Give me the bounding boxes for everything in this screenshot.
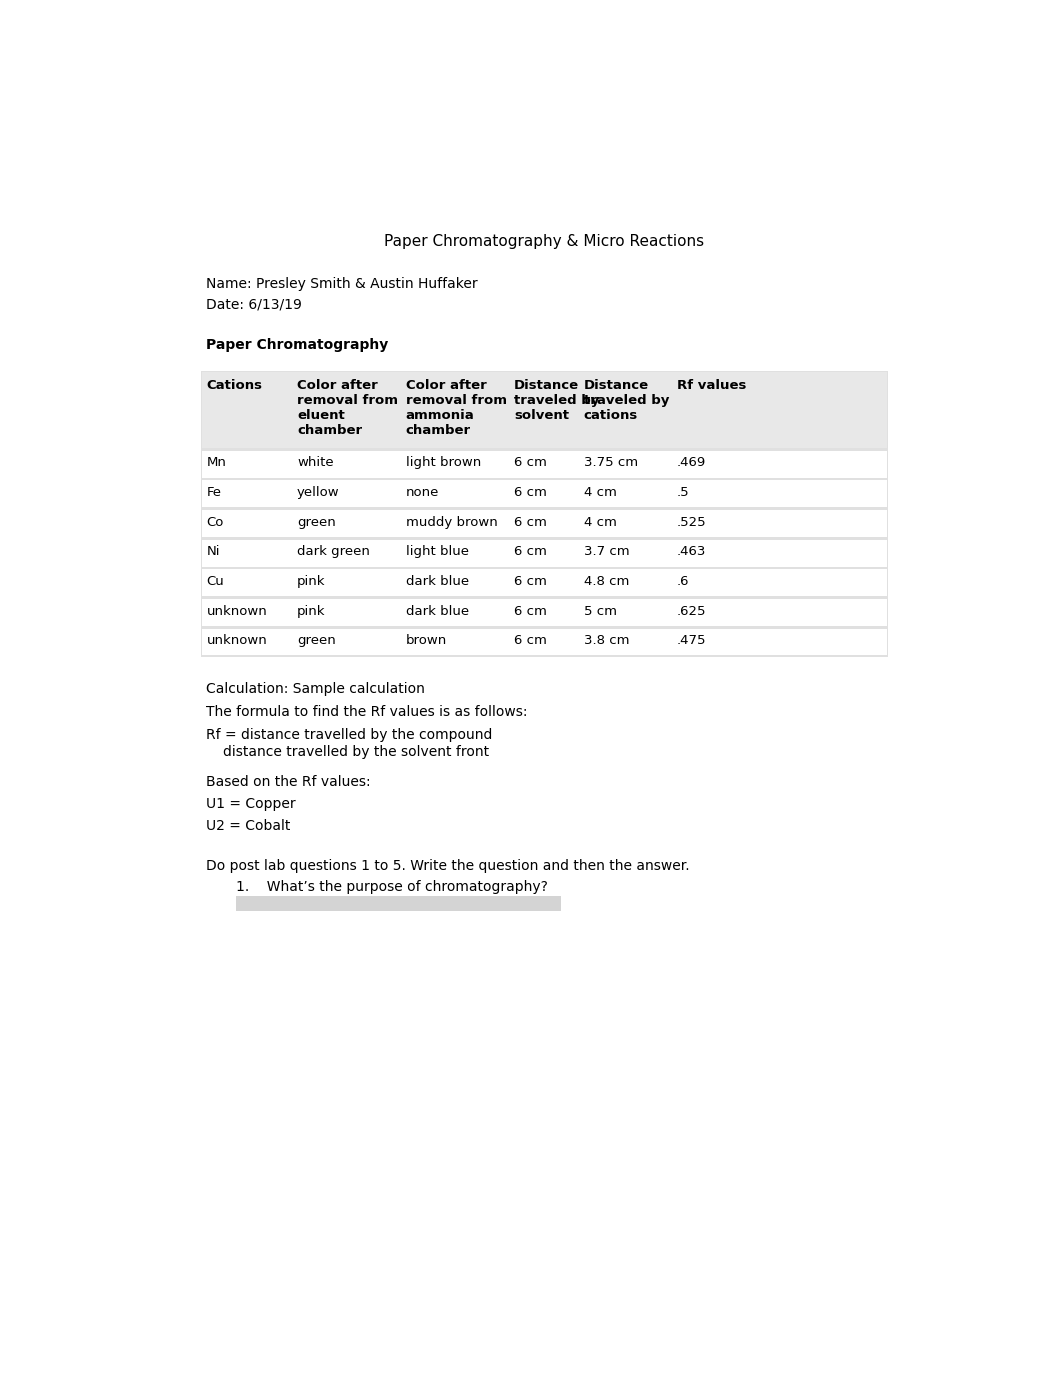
Text: 6 cm: 6 cm xyxy=(514,515,547,529)
Text: .625: .625 xyxy=(676,605,706,617)
Text: unknown: unknown xyxy=(206,635,268,647)
Text: U2 = Cobalt: U2 = Cobalt xyxy=(206,818,291,833)
Text: green: green xyxy=(297,515,336,529)
Text: .6: .6 xyxy=(676,574,689,588)
FancyBboxPatch shape xyxy=(203,569,887,596)
Text: unknown: unknown xyxy=(206,605,268,617)
Text: green: green xyxy=(297,635,336,647)
Text: Based on the Rf values:: Based on the Rf values: xyxy=(206,775,371,789)
FancyBboxPatch shape xyxy=(203,540,887,566)
FancyBboxPatch shape xyxy=(236,895,562,912)
Text: brown: brown xyxy=(406,635,447,647)
Text: 6 cm: 6 cm xyxy=(514,574,547,588)
Text: 4 cm: 4 cm xyxy=(584,486,617,498)
Text: Rf values: Rf values xyxy=(676,379,747,391)
Text: The formula to find the Rf values is as follows:: The formula to find the Rf values is as … xyxy=(206,705,528,719)
Text: none: none xyxy=(406,486,439,498)
Text: .5: .5 xyxy=(676,486,689,498)
Text: muddy brown: muddy brown xyxy=(406,515,497,529)
FancyBboxPatch shape xyxy=(201,370,889,657)
Text: Co: Co xyxy=(206,515,224,529)
Text: U1 = Copper: U1 = Copper xyxy=(206,797,296,811)
FancyBboxPatch shape xyxy=(203,509,887,537)
Text: Do post lab questions 1 to 5. Write the question and then the answer.: Do post lab questions 1 to 5. Write the … xyxy=(206,859,690,873)
FancyBboxPatch shape xyxy=(203,372,887,448)
Text: dark green: dark green xyxy=(297,545,370,558)
Text: Mn: Mn xyxy=(206,456,226,470)
Text: Cu: Cu xyxy=(206,574,224,588)
Text: 6 cm: 6 cm xyxy=(514,486,547,498)
Text: .475: .475 xyxy=(676,635,706,647)
Text: 4.8 cm: 4.8 cm xyxy=(584,574,629,588)
Text: Date: 6/13/19: Date: 6/13/19 xyxy=(206,297,303,311)
Text: .469: .469 xyxy=(676,456,706,470)
Text: 1.    What’s the purpose of chromatography?: 1. What’s the purpose of chromatography? xyxy=(236,880,548,894)
Text: 5 cm: 5 cm xyxy=(584,605,617,617)
Text: pink: pink xyxy=(297,574,326,588)
Text: white: white xyxy=(297,456,333,470)
Text: Calculation: Sample calculation: Calculation: Sample calculation xyxy=(206,682,425,695)
Text: light blue: light blue xyxy=(406,545,468,558)
Text: Color after
removal from
ammonia
chamber: Color after removal from ammonia chamber xyxy=(406,379,507,437)
Text: dark blue: dark blue xyxy=(406,605,468,617)
Text: light brown: light brown xyxy=(406,456,481,470)
Text: Color after
removal from
eluent
chamber: Color after removal from eluent chamber xyxy=(297,379,398,437)
Text: 3.8 cm: 3.8 cm xyxy=(584,635,630,647)
Text: 6 cm: 6 cm xyxy=(514,545,547,558)
FancyBboxPatch shape xyxy=(203,599,887,627)
Text: 3.7 cm: 3.7 cm xyxy=(584,545,630,558)
Text: 6 cm: 6 cm xyxy=(514,456,547,470)
Text: Paper Chromatography & Micro Reactions: Paper Chromatography & Micro Reactions xyxy=(384,234,704,249)
Text: pink: pink xyxy=(297,605,326,617)
Text: yellow: yellow xyxy=(297,486,340,498)
Text: Ni: Ni xyxy=(206,545,220,558)
Text: 4 cm: 4 cm xyxy=(584,515,617,529)
Text: Fe: Fe xyxy=(206,486,221,498)
Text: .525: .525 xyxy=(676,515,706,529)
Text: Distance
traveled by
cations: Distance traveled by cations xyxy=(584,379,669,421)
Text: Distance
traveled by
solvent: Distance traveled by solvent xyxy=(514,379,599,421)
Text: 6 cm: 6 cm xyxy=(514,635,547,647)
Text: Rf = distance travelled by the compound: Rf = distance travelled by the compound xyxy=(206,727,493,742)
Text: Paper Chromatography: Paper Chromatography xyxy=(206,339,389,353)
Text: 3.75 cm: 3.75 cm xyxy=(584,456,638,470)
Text: .463: .463 xyxy=(676,545,706,558)
Text: Cations: Cations xyxy=(206,379,262,391)
Text: Name: Presley Smith & Austin Huffaker: Name: Presley Smith & Austin Huffaker xyxy=(206,277,478,291)
FancyBboxPatch shape xyxy=(203,450,887,478)
Text: 6 cm: 6 cm xyxy=(514,605,547,617)
Text: dark blue: dark blue xyxy=(406,574,468,588)
FancyBboxPatch shape xyxy=(203,629,887,655)
FancyBboxPatch shape xyxy=(203,481,887,507)
Text: distance travelled by the solvent front: distance travelled by the solvent front xyxy=(223,745,490,760)
